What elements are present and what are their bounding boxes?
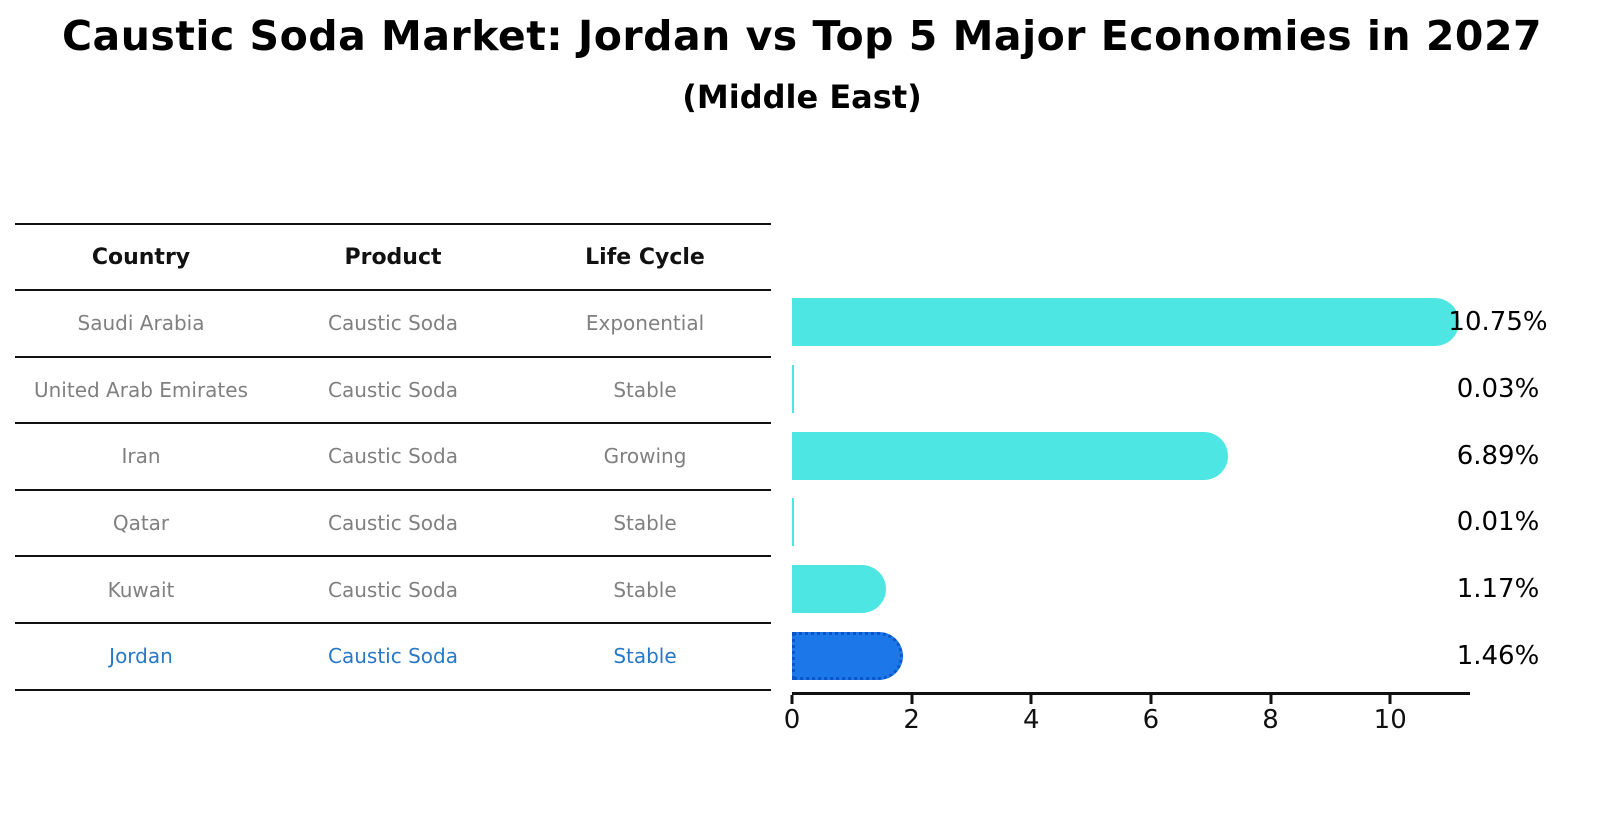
bar [792,298,1460,347]
bar-row [792,356,1468,423]
value-labels-column: 10.75% 0.03% 6.89% 0.01% 1.17% 1.46% [1438,289,1558,689]
x-axis: 0 2 4 6 8 10 [784,695,1470,745]
x-tick-label: 0 [783,705,801,735]
x-tick-label: 6 [1142,705,1160,735]
table-cell-country: Kuwait [107,577,175,602]
bar [792,431,1229,480]
bar-value-label: 0.03% [1456,373,1540,404]
bar-row [792,622,1468,689]
table-row: Jordan Caustic Soda Stable [15,624,771,691]
bar [792,564,886,613]
bar-highlighted [792,631,904,680]
table-cell-life_cycle: Exponential [585,311,705,336]
table-cell-life_cycle: Growing [603,444,687,469]
table-cell-product: Caustic Soda [328,377,458,402]
bar-row [792,289,1468,356]
bar-plot-area [792,289,1468,689]
table-cell-life_cycle: Stable [613,377,677,402]
table-header-country: Country [91,244,191,270]
bar-value-label: 1.46% [1456,640,1540,671]
x-tick-label: 10 [1373,705,1407,735]
table-cell-country: Jordan [109,644,173,669]
table-cell-product: Caustic Soda [328,444,458,469]
table-cell-life_cycle: Stable [613,644,677,669]
comparison-table: Country Product Life Cycle Saudi Arabia Caus… [15,223,771,691]
table-row: Qatar Caustic Soda Stable [15,491,771,558]
table-cell-product: Caustic Soda [328,511,458,536]
x-tick [1388,695,1392,704]
table-row: Kuwait Caustic Soda Stable [15,557,771,624]
table-cell-product: Caustic Soda [328,577,458,602]
x-tick-label: 2 [903,705,920,735]
table-header-life_cycle: Life Cycle [585,244,705,270]
x-tick [1029,695,1033,704]
x-tick-label: 8 [1262,705,1279,735]
table-cell-country: Iran [121,444,161,469]
table-header-row: Country Product Life Cycle [15,223,771,291]
x-tick-label: 4 [1023,705,1040,735]
table-cell-life_cycle: Stable [613,577,677,602]
x-axis-line [792,692,1470,695]
x-tick [1149,695,1153,704]
table-cell-product: Caustic Soda [328,311,458,336]
chart-title: Caustic Soda Market: Jordan vs Top 5 Maj… [61,12,1543,60]
bar-row [792,422,1468,489]
bar [792,498,794,547]
chart-subtitle: (Middle East) [682,78,922,116]
table-header-product: Product [344,244,442,270]
table-row: United Arab Emirates Caustic Soda Stable [15,358,771,425]
x-tick [790,695,794,704]
bar-value-label: 0.01% [1456,507,1540,538]
bar-row [792,489,1468,556]
x-tick [910,695,914,704]
table-cell-product: Caustic Soda [328,644,458,669]
x-tick [1269,695,1273,704]
bar-value-label: 6.89% [1456,440,1540,471]
table-cell-life_cycle: Stable [613,511,677,536]
bar-value-label: 10.75% [1448,307,1548,338]
bar-value-label: 1.17% [1456,573,1540,604]
table-cell-country: United Arab Emirates [33,377,248,402]
table-cell-country: Saudi Arabia [77,311,205,336]
table-cell-country: Qatar [112,511,170,536]
bar-row [792,556,1468,623]
bar [792,364,794,413]
table-row: Iran Caustic Soda Growing [15,424,771,491]
table-row: Saudi Arabia Caustic Soda Exponential [15,291,771,358]
